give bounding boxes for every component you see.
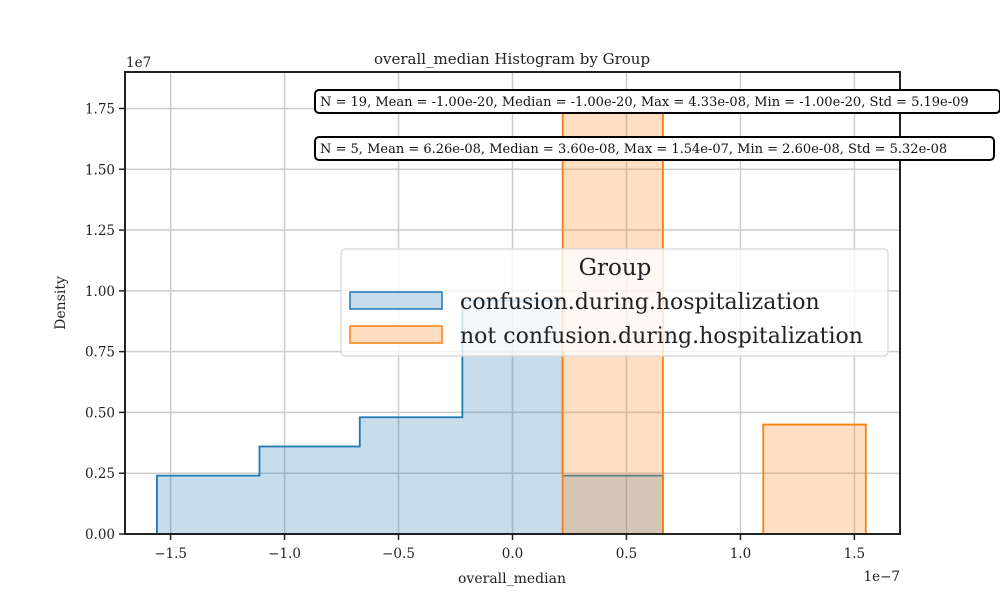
histogram-outline-confusion [156,299,664,534]
x-tick-label: 0.0 [502,546,523,562]
y-axis-label: Density [53,276,69,330]
x-tick-label: 1.5 [844,546,865,562]
stats-text-1: N = 19, Mean = -1.00e-20, Median = -1.00… [320,95,969,110]
y-tick-label: 1.75 [85,101,115,117]
histogram-fill-not-confusion [562,101,866,534]
y-tick-label: 1.00 [85,284,115,300]
legend-title: Group [579,255,652,281]
y-tick-label: 1.25 [85,223,115,239]
x-tick-label: 0.5 [616,546,637,562]
stats-box-1: N = 19, Mean = -1.00e-20, Median = -1.00… [314,89,1000,114]
stats-text-2: N = 5, Mean = 6.26e-08, Median = 3.60e-0… [320,142,947,157]
y-tick-label: 0.50 [85,405,115,421]
x-tick-label: −0.5 [382,546,415,562]
axis-ticks: −1.5 −1.0 −0.5 0.0 0.5 1.0 1.5 0.00 0.25 0.50 0.75… [85,101,865,562]
y-offset-label: 1e7 [126,55,151,71]
x-offset-label: 1e−7 [864,569,900,585]
legend-frame [340,248,889,357]
chart-title: overall_median Histogram by Group [374,50,650,68]
stats-box-2: N = 5, Mean = 6.26e-08, Median = 3.60e-0… [314,136,995,161]
histogram-bars [156,100,867,534]
x-tick-label: −1.5 [154,546,187,562]
x-axis-label: overall_median [458,571,566,587]
y-tick-label: 0.00 [85,527,115,543]
x-tick-label: 1.0 [730,546,751,562]
legend-swatch-confusion [349,291,443,310]
legend: Group confusion.during.hospitalization n… [340,248,889,357]
x-tick-label: −1.0 [268,546,301,562]
legend-swatch-not-confusion [349,325,443,344]
y-tick-label: 0.25 [85,466,115,482]
y-tick-label: 1.50 [85,162,115,178]
legend-label-not-confusion: not confusion.during.hospitalization [460,324,863,349]
y-tick-label: 0.75 [85,345,115,361]
legend-label-confusion: confusion.during.hospitalization [460,290,820,315]
